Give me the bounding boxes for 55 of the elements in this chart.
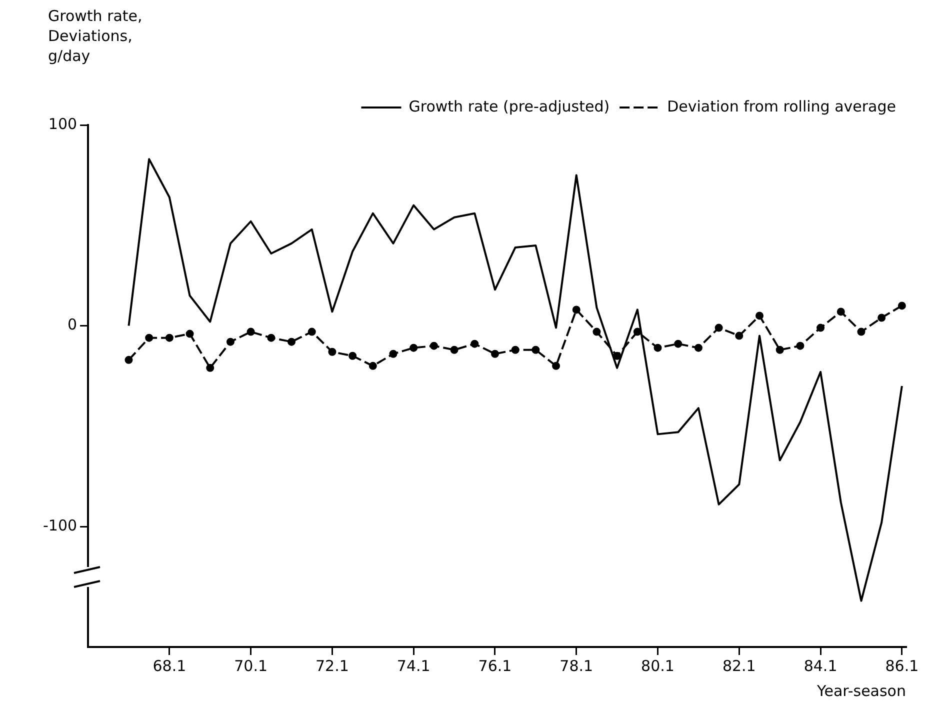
point	[246, 328, 255, 336]
x-tick-label: 72.1	[316, 656, 349, 675]
point	[165, 334, 174, 342]
x-tick-label: 74.1	[396, 656, 430, 675]
point	[552, 362, 560, 370]
point	[490, 350, 499, 358]
point	[857, 328, 866, 336]
point	[796, 342, 804, 350]
point	[186, 330, 194, 338]
point	[308, 328, 316, 336]
y-tick-label: 0	[67, 316, 78, 334]
point	[816, 324, 825, 332]
point	[267, 334, 276, 342]
x-axis-title: Year-season	[816, 682, 906, 700]
point	[572, 306, 580, 314]
point	[430, 342, 438, 350]
point	[511, 346, 520, 354]
point	[328, 348, 336, 356]
x-tick-label: 76.1	[478, 656, 512, 675]
legend-label: Deviation from rolling average	[667, 97, 896, 116]
point	[288, 338, 296, 346]
point	[836, 308, 845, 316]
x-tick-label: 80.1	[641, 656, 674, 675]
point	[756, 312, 764, 320]
point	[633, 328, 642, 336]
legend-label: Growth rate (pre-adjusted)	[408, 97, 610, 116]
point	[674, 340, 682, 348]
x-tick-label: 70.1	[234, 656, 268, 675]
point	[389, 350, 398, 358]
point	[532, 346, 540, 354]
point	[206, 364, 214, 372]
x-tick-label: 68.1	[152, 656, 186, 675]
point	[145, 334, 154, 342]
point	[735, 332, 744, 340]
point	[776, 346, 784, 354]
point	[654, 344, 662, 352]
y-tick-label: 100	[48, 114, 78, 133]
point	[694, 344, 702, 352]
point	[878, 314, 886, 322]
point	[450, 346, 458, 354]
x-tick-label: 86.1	[885, 656, 919, 675]
point	[226, 338, 234, 346]
x-tick-label: 84.1	[804, 656, 838, 675]
y-tick-label: -100	[42, 516, 78, 534]
x-tick-label: 82.1	[722, 656, 756, 675]
point	[124, 356, 133, 364]
point	[368, 362, 377, 370]
x-tick-label: 78.1	[560, 656, 594, 675]
y-axis-title: Growth rate, Deviations, g/day	[48, 6, 142, 66]
point	[592, 328, 601, 336]
point	[470, 340, 479, 348]
point	[410, 344, 418, 352]
point	[898, 302, 906, 310]
point	[348, 352, 357, 360]
point	[714, 324, 723, 332]
